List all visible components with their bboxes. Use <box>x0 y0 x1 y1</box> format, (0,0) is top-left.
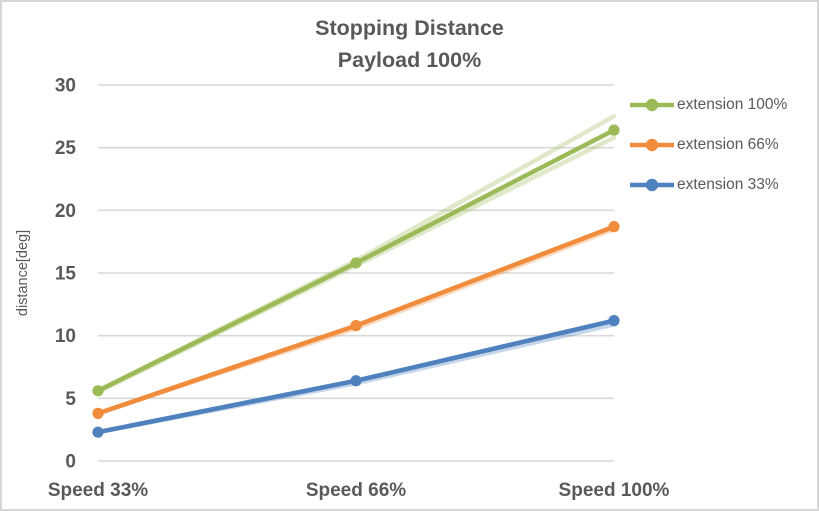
series-marker-1-point-1 <box>350 320 362 332</box>
y-tick-label-10: 10 <box>55 326 76 347</box>
y-tick-label-15: 15 <box>55 264 77 285</box>
series-marker-1-point-2 <box>608 221 620 233</box>
chart-title-line1: Stopping Distance <box>315 16 504 40</box>
y-tick-label-0: 0 <box>65 452 76 473</box>
chart-title: Stopping Distance Payload 100% <box>2 12 817 76</box>
legend-marker-line-icon <box>630 98 674 112</box>
series-marker-2-point-0 <box>92 426 104 438</box>
x-tick-label-3: Speed 100% <box>559 480 670 501</box>
legend-item-extension-66: extension 66% <box>629 132 787 158</box>
series-marker-2-point-2 <box>608 315 620 327</box>
series-marker-2-point-1 <box>350 375 362 387</box>
series-marker-0-point-1 <box>350 257 362 269</box>
y-tick-label-25: 25 <box>55 138 77 159</box>
legend-marker-line-icon <box>630 178 674 192</box>
y-tick-label-20: 20 <box>55 201 76 222</box>
y-axis-title: distance[deg] <box>15 230 31 316</box>
series-marker-0-point-0 <box>92 385 104 397</box>
legend: extension 100% extension 66% extension 3… <box>629 92 787 198</box>
legend-label-extension-33: extension 33% <box>677 176 779 193</box>
y-tick-label-5: 5 <box>65 389 76 410</box>
x-tick-label-1: Speed 33% <box>48 480 148 501</box>
chart-title-line2: Payload 100% <box>337 48 482 72</box>
faint-run-line-0 <box>95 114 617 394</box>
legend-item-extension-33: extension 33% <box>629 172 787 198</box>
x-tick-label-2: Speed 66% <box>306 480 406 501</box>
legend-label-extension-100: extension 100% <box>677 96 788 113</box>
y-tick-label-30: 30 <box>55 76 76 97</box>
legend-label-extension-66: extension 66% <box>677 136 779 153</box>
series-marker-1-point-0 <box>92 407 104 419</box>
series-marker-0-point-2 <box>608 124 620 136</box>
legend-marker-line-icon <box>630 138 674 152</box>
legend-item-extension-100: extension 100% <box>629 92 787 118</box>
